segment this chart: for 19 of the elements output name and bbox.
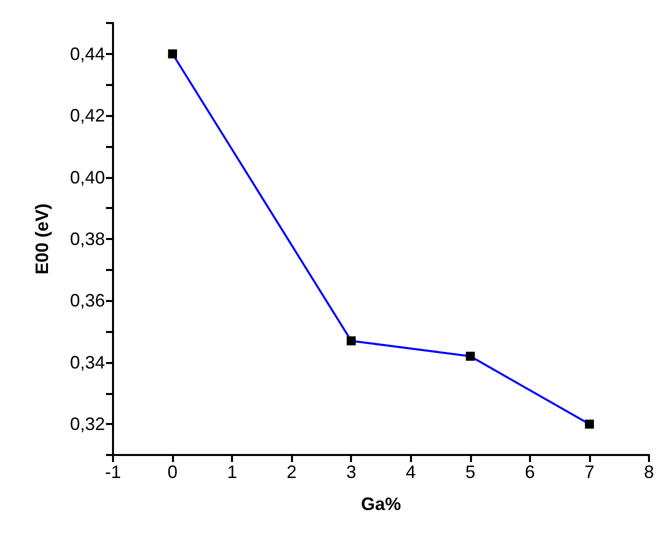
y-tick-label: 0,32: [70, 414, 105, 434]
y-axis-title: E00 (eV): [32, 203, 52, 275]
y-tick-label: 0,44: [70, 44, 105, 64]
x-tick-label: 1: [227, 462, 238, 482]
y-tick-label: 0,38: [70, 229, 105, 249]
x-tick-label: 0: [168, 462, 178, 482]
x-tick-label: 7: [584, 462, 594, 482]
x-tick-label: 2: [286, 462, 297, 482]
y-tick-label: 0,36: [70, 290, 105, 311]
y-tick-label: 0,40: [70, 167, 105, 188]
x-tick-label: 5: [465, 462, 476, 482]
x-tick-label: 6: [524, 462, 535, 482]
x-axis-title: Ga%: [360, 494, 402, 514]
x-tick-label: -1: [104, 462, 122, 482]
y-tick-label: 0,34: [70, 352, 105, 372]
x-tick-label: 3: [346, 462, 356, 482]
x-tick-label: 4: [406, 462, 416, 482]
y-tick-label: 0,42: [70, 106, 105, 126]
x-tick-label: 8: [644, 462, 654, 482]
